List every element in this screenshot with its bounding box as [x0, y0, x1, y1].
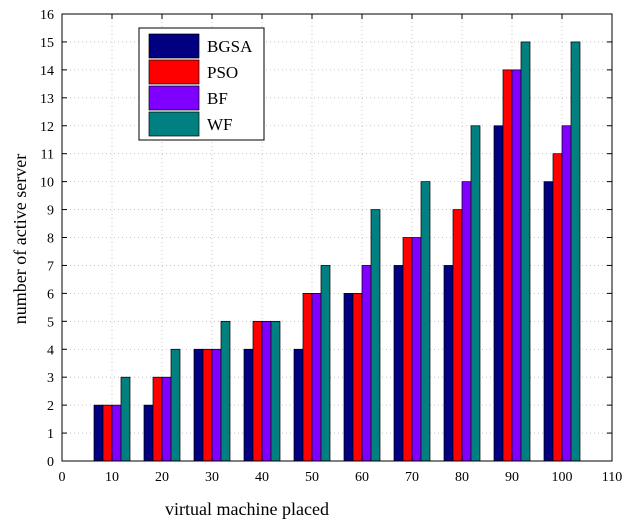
y-tick-label: 1 — [47, 427, 54, 442]
y-tick-label: 6 — [47, 287, 54, 302]
legend-swatch-bf — [148, 85, 200, 111]
bar-pso-80 — [452, 209, 463, 462]
x-tick-label: 100 — [552, 470, 573, 485]
bar-wf-80 — [470, 125, 481, 462]
legend: BGSA PSO BF WF — [138, 27, 265, 141]
y-tick-label: 16 — [40, 8, 54, 23]
bar-wf-10 — [120, 376, 131, 462]
bar-wf-90 — [520, 41, 531, 462]
y-tick-label: 11 — [41, 148, 54, 163]
y-tick-label: 8 — [47, 232, 54, 247]
bar-bgsa-90 — [493, 125, 504, 462]
bar-bgsa-80 — [443, 265, 454, 462]
bar-wf-40 — [270, 320, 281, 462]
y-tick-label: 3 — [47, 371, 54, 386]
legend-label-bf: BF — [207, 89, 228, 108]
bar-bgsa-10 — [93, 404, 104, 462]
y-tick-label: 12 — [40, 120, 54, 135]
bar-bgsa-100 — [543, 181, 554, 462]
bar-bgsa-50 — [293, 348, 304, 462]
bar-wf-20 — [170, 348, 181, 462]
y-tick-label: 2 — [47, 399, 54, 414]
x-tick-label: 0 — [59, 470, 66, 485]
x-tick-label: 10 — [105, 470, 119, 485]
bar-pso-60 — [352, 293, 363, 462]
bar-wf-100 — [570, 41, 581, 462]
bar-pso-100 — [552, 153, 563, 462]
bar-bf-30 — [211, 348, 222, 462]
x-tick-label: 50 — [305, 470, 319, 485]
x-tick-label: 80 — [455, 470, 469, 485]
bar-bgsa-20 — [143, 404, 154, 462]
y-axis-title: number of active server — [10, 154, 30, 324]
bar-pso-90 — [502, 69, 513, 462]
bar-bgsa-70 — [393, 265, 404, 462]
y-tick-label: 15 — [40, 36, 54, 51]
x-tick-label: 40 — [255, 470, 269, 485]
y-tick-label: 4 — [47, 343, 54, 358]
bar-bgsa-40 — [243, 348, 254, 462]
legend-label-wf: WF — [207, 115, 233, 134]
ticks: 0 10 20 30 40 50 60 70 80 90 100 110012345678910111… — [40, 8, 622, 485]
x-axis-title: virtual machine placed — [165, 499, 329, 519]
bar-bf-70 — [411, 237, 422, 462]
legend-label-pso: PSO — [207, 63, 238, 82]
x-tick-label: 20 — [155, 470, 169, 485]
x-tick-label: 90 — [505, 470, 519, 485]
bar-wf-60 — [370, 209, 381, 462]
x-tick-label: 30 — [205, 470, 219, 485]
bar-pso-70 — [402, 237, 413, 462]
bar-bf-60 — [361, 265, 372, 462]
bar-bf-20 — [161, 376, 172, 462]
bar-pso-10 — [102, 404, 113, 462]
bar-bf-80 — [461, 181, 472, 462]
bar-bf-10 — [111, 404, 122, 462]
bar-pso-40 — [252, 320, 263, 462]
legend-label-bgsa: BGSA — [207, 37, 253, 56]
x-tick-label: 60 — [355, 470, 369, 485]
bars — [93, 41, 581, 462]
bar-bgsa-30 — [193, 348, 204, 462]
y-tick-label: 7 — [47, 259, 54, 274]
bar-pso-20 — [152, 376, 163, 462]
y-tick-label: 13 — [40, 92, 54, 107]
bar-pso-30 — [202, 348, 213, 462]
legend-swatch-bgsa — [148, 33, 200, 59]
bar-bf-40 — [261, 320, 272, 462]
x-tick-label: 70 — [405, 470, 419, 485]
bar-bf-90 — [511, 69, 522, 462]
y-tick-label: 9 — [47, 204, 54, 219]
bar-bgsa-60 — [343, 293, 354, 462]
y-tick-label: 0 — [47, 455, 54, 470]
y-tick-label: 5 — [47, 315, 54, 330]
bar-wf-50 — [320, 265, 331, 462]
bar-pso-50 — [302, 293, 313, 462]
y-tick-label: 14 — [40, 64, 54, 79]
bar-bf-100 — [561, 125, 572, 462]
y-tick-label: 10 — [40, 176, 54, 191]
bar-wf-30 — [220, 320, 231, 462]
bar-bf-50 — [311, 293, 322, 462]
legend-swatch-pso — [148, 59, 200, 85]
bar-wf-70 — [420, 181, 431, 462]
x-tick-label: 110 — [602, 470, 622, 485]
legend-swatch-wf — [148, 111, 200, 137]
